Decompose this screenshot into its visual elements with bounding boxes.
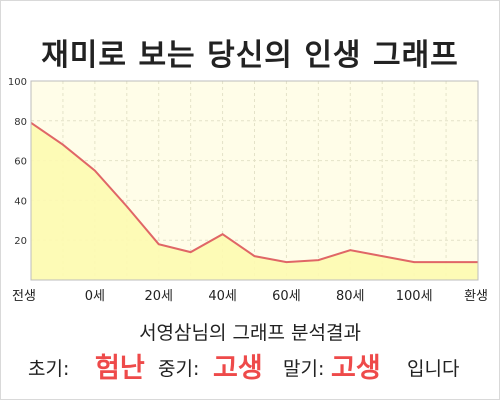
- y-tick-label: 60: [14, 157, 27, 168]
- x-tick-label: 60세: [272, 289, 301, 304]
- late-value: 고생: [331, 353, 381, 384]
- mid-value: 고생: [213, 353, 263, 384]
- early-label: 초기:: [28, 358, 70, 380]
- x-tick-label: 20세: [144, 289, 173, 304]
- x-tick-label: 전생: [12, 289, 36, 304]
- x-tick-label: 환생: [464, 289, 488, 304]
- y-axis-ticks: 20 40 60 80 100: [8, 77, 27, 247]
- page-title: 재미로 보는 당신의 인생 그래프: [41, 38, 459, 73]
- y-tick-label: 20: [14, 236, 27, 247]
- chart-area-fill: [31, 122, 478, 280]
- analysis-subtitle: 서영삼님의 그래프 분석결과: [139, 322, 361, 344]
- x-tick-label: 0세: [85, 289, 105, 304]
- result-suffix: 입니다: [407, 358, 460, 380]
- y-tick-label: 40: [14, 196, 27, 207]
- x-axis-ticks: 전생 0세 20세 40세 60세 80세 100세 환생: [12, 289, 488, 304]
- x-tick-label: 40세: [208, 289, 237, 304]
- x-tick-label: 100세: [396, 289, 433, 304]
- y-tick-label: 100: [8, 77, 27, 88]
- late-label: 말기:: [283, 358, 325, 380]
- plot-frame: [30, 80, 479, 281]
- x-tick-label: 80세: [336, 289, 365, 304]
- y-tick-label: 80: [14, 117, 27, 128]
- chart-series-line: [30, 121, 478, 264]
- early-value: 험난: [95, 353, 145, 384]
- mid-label: 중기:: [158, 358, 200, 380]
